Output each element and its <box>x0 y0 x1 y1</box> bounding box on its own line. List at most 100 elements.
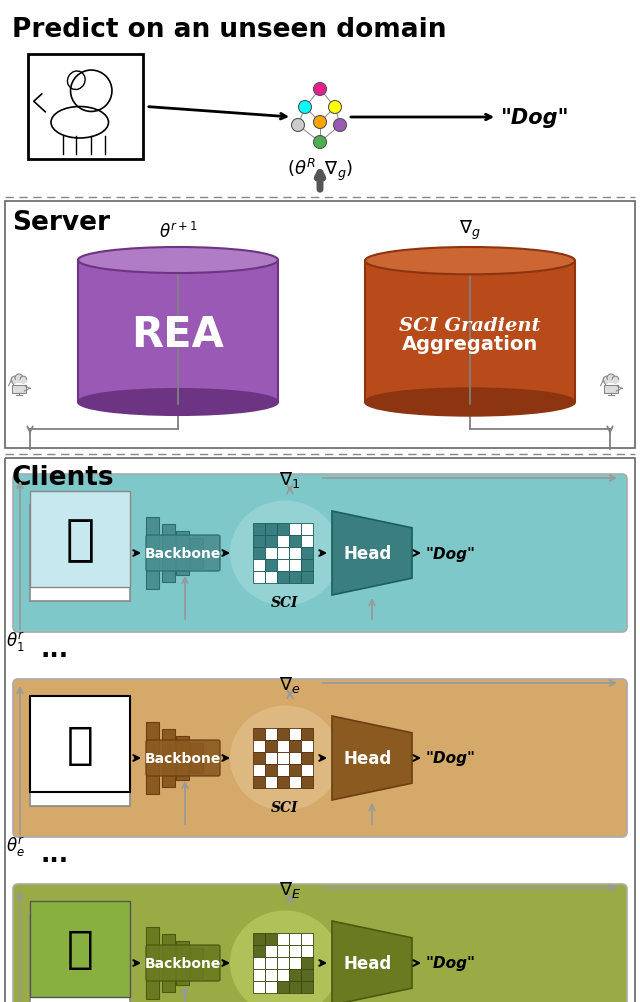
Text: REA: REA <box>132 314 225 356</box>
Bar <box>265 753 277 765</box>
Bar <box>604 386 618 394</box>
Bar <box>253 957 265 969</box>
Polygon shape <box>332 511 412 595</box>
Circle shape <box>314 116 326 129</box>
Text: $\theta^{r+1}$: $\theta^{r+1}$ <box>159 221 198 241</box>
FancyBboxPatch shape <box>146 535 220 571</box>
Text: $\nabla_E$: $\nabla_E$ <box>279 879 301 899</box>
Bar <box>190 538 203 568</box>
Bar <box>30 915 130 1002</box>
Bar <box>277 740 289 753</box>
Bar <box>277 728 289 740</box>
Bar <box>277 933 289 945</box>
Text: Head: Head <box>344 954 392 972</box>
Bar <box>289 981 301 993</box>
Bar <box>289 777 301 789</box>
FancyBboxPatch shape <box>146 740 220 777</box>
Bar <box>30 505 130 601</box>
Bar <box>301 945 313 957</box>
Text: Clients: Clients <box>12 465 115 491</box>
Bar <box>277 777 289 789</box>
Bar <box>265 981 277 993</box>
Circle shape <box>298 101 312 114</box>
Text: 🐕: 🐕 <box>67 928 93 971</box>
Bar <box>253 571 265 583</box>
Bar <box>289 945 301 957</box>
Bar <box>146 722 159 795</box>
Circle shape <box>333 119 346 132</box>
Text: Head: Head <box>344 544 392 562</box>
Bar <box>176 941 189 985</box>
Bar <box>146 927 159 999</box>
Circle shape <box>15 375 23 383</box>
Polygon shape <box>332 716 412 801</box>
Bar <box>265 957 277 969</box>
Bar <box>277 945 289 957</box>
Bar <box>289 571 301 583</box>
Bar <box>265 945 277 957</box>
Bar <box>365 262 575 403</box>
Bar <box>301 981 313 993</box>
Text: $\nabla_g$: $\nabla_g$ <box>459 218 481 241</box>
Bar <box>190 948 203 978</box>
Text: $\theta_e^r$: $\theta_e^r$ <box>6 835 25 858</box>
Circle shape <box>12 377 18 384</box>
Bar <box>265 728 277 740</box>
Bar <box>253 559 265 571</box>
Text: Server: Server <box>12 209 110 235</box>
Text: Head: Head <box>344 749 392 768</box>
Text: $\nabla_e$: $\nabla_e$ <box>279 674 301 694</box>
Circle shape <box>314 136 326 149</box>
Bar <box>265 571 277 583</box>
FancyBboxPatch shape <box>13 475 627 632</box>
Text: SCI Gradient: SCI Gradient <box>399 317 541 335</box>
Text: "Dog": "Dog" <box>426 956 476 971</box>
Ellipse shape <box>365 247 575 275</box>
Text: Backbone: Backbone <box>145 956 221 970</box>
Text: Predict on an unseen domain: Predict on an unseen domain <box>12 17 447 43</box>
Bar <box>265 523 277 535</box>
Ellipse shape <box>78 390 278 416</box>
Bar <box>301 740 313 753</box>
Ellipse shape <box>365 389 575 416</box>
Bar <box>12 386 26 394</box>
Bar <box>253 547 265 559</box>
Bar <box>265 969 277 981</box>
Bar <box>162 524 175 582</box>
Bar <box>301 571 313 583</box>
Bar <box>301 535 313 547</box>
Bar <box>190 743 203 774</box>
Text: $(\theta^R, \nabla_g)$: $(\theta^R, \nabla_g)$ <box>287 157 353 183</box>
FancyBboxPatch shape <box>13 679 627 837</box>
Text: 🐩: 🐩 <box>67 722 93 766</box>
Text: "Dog": "Dog" <box>426 750 476 766</box>
Bar <box>301 753 313 765</box>
Bar <box>162 729 175 788</box>
Bar <box>301 523 313 535</box>
Bar <box>253 765 265 777</box>
Text: SCI: SCI <box>271 595 299 609</box>
Bar <box>176 531 189 575</box>
Bar <box>289 765 301 777</box>
Bar <box>301 728 313 740</box>
Circle shape <box>612 377 619 384</box>
Bar <box>253 777 265 789</box>
Text: $\theta_1^r$: $\theta_1^r$ <box>6 629 25 653</box>
Bar <box>277 957 289 969</box>
Bar <box>604 380 619 384</box>
Bar <box>277 547 289 559</box>
Bar <box>289 535 301 547</box>
Bar <box>289 957 301 969</box>
Ellipse shape <box>78 247 278 274</box>
Text: ...: ... <box>41 637 69 661</box>
Bar <box>289 523 301 535</box>
Bar <box>265 740 277 753</box>
Bar <box>277 571 289 583</box>
Bar <box>176 736 189 781</box>
Bar <box>301 777 313 789</box>
Bar <box>301 957 313 969</box>
Bar <box>301 969 313 981</box>
Bar <box>253 753 265 765</box>
Bar <box>277 523 289 535</box>
Bar <box>30 492 130 587</box>
